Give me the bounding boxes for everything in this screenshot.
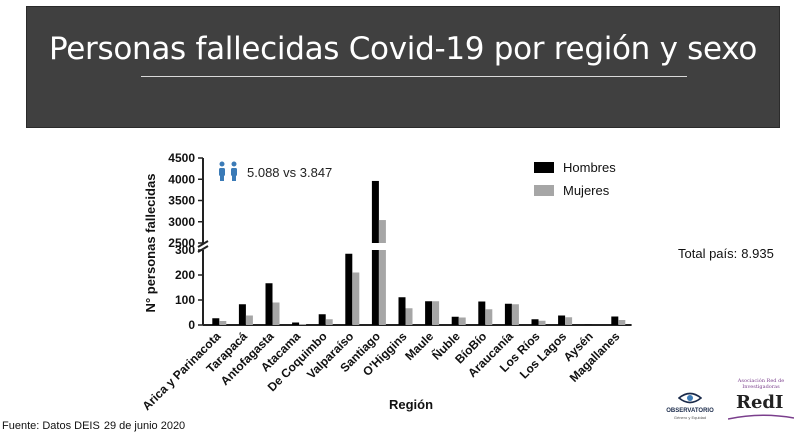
bar-mujeres <box>485 309 493 325</box>
bar-hombres <box>318 314 326 325</box>
bar-hombres <box>292 322 300 325</box>
y-tick-label: 3000 <box>168 215 195 229</box>
bar-mujeres <box>405 308 413 325</box>
observatorio-logo: OBSERVATORIO Género y Equidad <box>660 382 720 426</box>
source-label: Fuente: Datos DEIS <box>2 420 100 432</box>
eye-logo-icon <box>678 392 702 404</box>
bar-hombres <box>451 316 459 325</box>
x-tick-label: Maule <box>402 329 436 363</box>
redi-logo: Asociación Red de Investigadoras RedI <box>722 378 800 426</box>
y-tick-label: 0 <box>188 318 195 332</box>
bar-mujeres <box>565 317 573 325</box>
total-label: Total país: <box>678 246 738 261</box>
swoosh-icon <box>728 414 794 420</box>
source-date: 29 de junio 2020 <box>103 420 186 432</box>
y-axis-label: N° personas fallecidas <box>143 174 158 313</box>
bar-hombres <box>238 304 246 325</box>
bar-mujeres-upper <box>378 220 386 243</box>
bar-mujeres <box>299 324 307 325</box>
title-banner: Personas fallecidas Covid-19 por región … <box>26 6 780 128</box>
title-underline <box>141 76 687 77</box>
y-tick-label: 100 <box>175 293 195 307</box>
redi-association-name: Asociación Red de Investigadoras <box>737 378 785 390</box>
y-tick-label: 4000 <box>168 172 195 186</box>
legend-label-hombres: Hombres <box>563 160 616 175</box>
bar-mujeres <box>352 272 360 325</box>
y-tick-label: 200 <box>175 268 195 282</box>
x-axis-label: Región <box>389 397 433 412</box>
bar-mujeres <box>432 301 440 325</box>
bar-mujeres <box>458 317 466 325</box>
y-tick-label: 4500 <box>168 151 195 165</box>
bar-mujeres <box>219 321 227 325</box>
bar-hombres <box>345 253 353 325</box>
observatorio-name: OBSERVATORIO <box>666 408 714 414</box>
bar-mujeres <box>325 319 333 325</box>
page-title: Personas fallecidas Covid-19 por región … <box>48 31 758 67</box>
bar-hombres <box>611 316 619 325</box>
bar-mujeres <box>245 315 253 325</box>
axis-break-mark <box>197 240 209 248</box>
bar-hombres <box>212 318 220 325</box>
bar-mujeres <box>272 302 280 325</box>
legend-swatch-hombres <box>534 162 554 173</box>
bar-hombres <box>478 301 486 325</box>
observatorio-subtitle: Género y Equidad <box>673 415 707 420</box>
bar-hombres <box>504 303 512 325</box>
female-person-icon <box>231 161 237 181</box>
y-tick-label: 3500 <box>168 194 195 208</box>
bar-mujeres <box>618 320 626 325</box>
legend-swatch-mujeres <box>534 185 554 196</box>
bar-hombres <box>371 250 379 325</box>
bar-hombres-upper <box>371 180 379 243</box>
bar-mujeres <box>538 320 546 325</box>
source-note: Fuente: Datos DEIS 29 de junio 2020 <box>2 420 185 432</box>
bar-hombres <box>398 297 406 325</box>
bar-hombres <box>531 319 539 325</box>
annotation-text: 5.088 vs 3.847 <box>247 165 332 180</box>
legend-label-mujeres: Mujeres <box>563 183 610 198</box>
bar-hombres <box>558 315 566 325</box>
axis-break-mark <box>197 245 209 253</box>
y-tick-label: 300 <box>175 243 195 257</box>
total-value: 8.935 <box>741 246 774 261</box>
bar-hombres <box>265 283 273 325</box>
bar-mujeres <box>378 250 386 325</box>
total-country: Total país: 8.935 <box>678 246 774 261</box>
bar-hombres <box>425 301 433 325</box>
male-person-icon <box>219 161 225 181</box>
redi-name: RedI <box>736 392 784 413</box>
bar-mujeres <box>511 304 519 325</box>
y-tick-label: 2500 <box>168 236 195 250</box>
